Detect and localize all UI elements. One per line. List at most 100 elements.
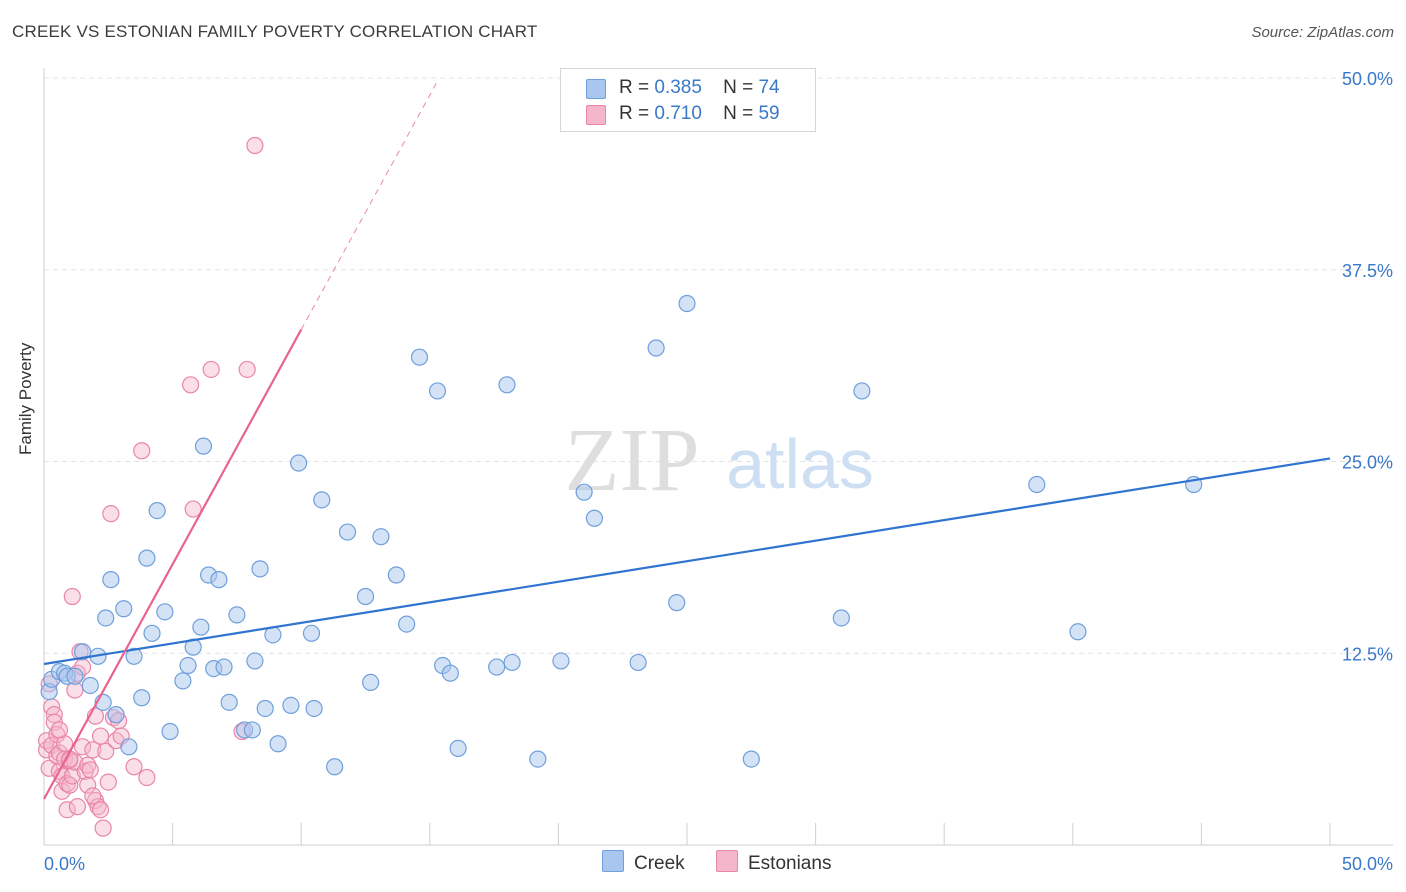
bottom-legend-creek: Creek	[602, 850, 685, 875]
creek-point	[1069, 623, 1087, 641]
creek-point	[398, 615, 416, 633]
trend-layer	[43, 80, 1331, 800]
creek-point	[256, 699, 274, 718]
estonian-point	[91, 801, 110, 819]
estonian-point	[94, 819, 112, 837]
tick-labels: 12.5% 25.0% 37.5% 50.0% 0.0% 50.0%	[44, 69, 1393, 874]
creek-point	[179, 656, 197, 675]
estonian-point	[37, 732, 56, 750]
estonian-point	[238, 360, 256, 379]
estonian-point	[58, 801, 76, 819]
creek-point	[853, 382, 871, 400]
creek-points	[40, 294, 1203, 776]
estonian-trend-line	[43, 329, 303, 800]
creek-point	[488, 658, 506, 676]
y-tick-label: 50.0%	[1342, 69, 1393, 89]
chart-title: CREEK VS ESTONIAN FAMILY POVERTY CORRELA…	[12, 22, 538, 41]
estonian-point	[89, 798, 107, 816]
creek-point	[313, 491, 331, 509]
creek-point	[194, 437, 213, 455]
creek-point	[290, 454, 308, 472]
creek-point	[115, 600, 133, 618]
legend-r-label: R =	[619, 77, 650, 98]
estonian-point	[63, 587, 81, 606]
creek-point	[428, 382, 447, 400]
watermark-atlas: atlas	[726, 425, 874, 503]
creek-point	[498, 376, 516, 394]
legend-n-label: N =	[723, 77, 754, 98]
axis-layer	[43, 68, 1393, 846]
creek-point	[251, 560, 269, 578]
creek-point	[742, 750, 760, 768]
creek-point	[449, 739, 467, 757]
creek-point	[678, 294, 696, 313]
creek-point	[552, 652, 570, 670]
estonian-point	[102, 505, 120, 523]
creek-trend-line	[43, 457, 1331, 666]
creek-point	[192, 618, 210, 636]
bottom-legend-label: Creek	[634, 853, 685, 874]
creek-point	[210, 571, 228, 589]
creek-point	[246, 652, 264, 670]
creek-point	[125, 647, 143, 665]
creek-point	[575, 483, 593, 501]
estonian-point	[37, 741, 56, 759]
estonian-point	[246, 136, 264, 155]
creek-point	[585, 509, 604, 527]
creek-point	[73, 643, 92, 661]
creek-point	[66, 667, 84, 685]
creek-point	[338, 523, 357, 541]
estonian-swatch	[586, 105, 606, 125]
creek-point	[326, 758, 344, 776]
estonian-point	[84, 741, 102, 759]
creek-point	[81, 676, 99, 695]
estonian-points	[37, 136, 264, 837]
estonian-point	[202, 360, 220, 379]
estonian-point	[182, 376, 200, 394]
estonian-point	[99, 773, 117, 791]
bottom-legend-estonians: Estonians	[716, 850, 831, 875]
estonian-point	[73, 738, 92, 756]
creek-swatch	[602, 850, 624, 872]
creek-point	[305, 699, 323, 718]
estonian-point	[184, 500, 202, 518]
creek-point	[97, 609, 115, 627]
creek-point	[302, 624, 321, 642]
source-label: Source: ZipAtlas.com	[1251, 24, 1394, 41]
creek-point	[174, 672, 192, 690]
creek-swatch	[586, 79, 606, 99]
creek-point	[107, 706, 125, 724]
creek-point	[668, 594, 686, 612]
watermark: ZIP atlas	[565, 411, 874, 510]
legend-n-label: N =	[723, 103, 754, 124]
x-tick-label: 50.0%	[1342, 854, 1393, 874]
creek-point	[282, 696, 300, 715]
x-tick-label: 0.0%	[44, 854, 85, 874]
estonian-point	[40, 759, 58, 777]
estonian-point	[133, 442, 151, 460]
estonian-point	[79, 756, 97, 774]
creek-point	[228, 606, 246, 624]
creek-point	[832, 609, 850, 627]
legend-r-label: R =	[619, 103, 650, 124]
estonian-point	[68, 798, 87, 816]
creek-point	[133, 689, 151, 707]
creek-point	[629, 653, 647, 672]
creek-point	[1028, 475, 1046, 494]
creek-point	[148, 501, 166, 520]
estonian-point	[97, 742, 115, 761]
y-tick-label: 12.5%	[1342, 644, 1393, 664]
creek-point	[215, 658, 233, 676]
creek-point	[120, 738, 138, 756]
creek-point	[441, 664, 459, 682]
creek-point	[161, 722, 179, 741]
legend-r-value: 0.710	[654, 103, 702, 124]
estonian-point	[125, 758, 143, 776]
estonian-point	[84, 787, 102, 805]
creek-point	[372, 528, 390, 546]
creek-point	[356, 587, 375, 606]
y-tick-label: 37.5%	[1342, 261, 1393, 281]
estonian-point	[91, 727, 110, 745]
creek-point	[156, 603, 174, 621]
